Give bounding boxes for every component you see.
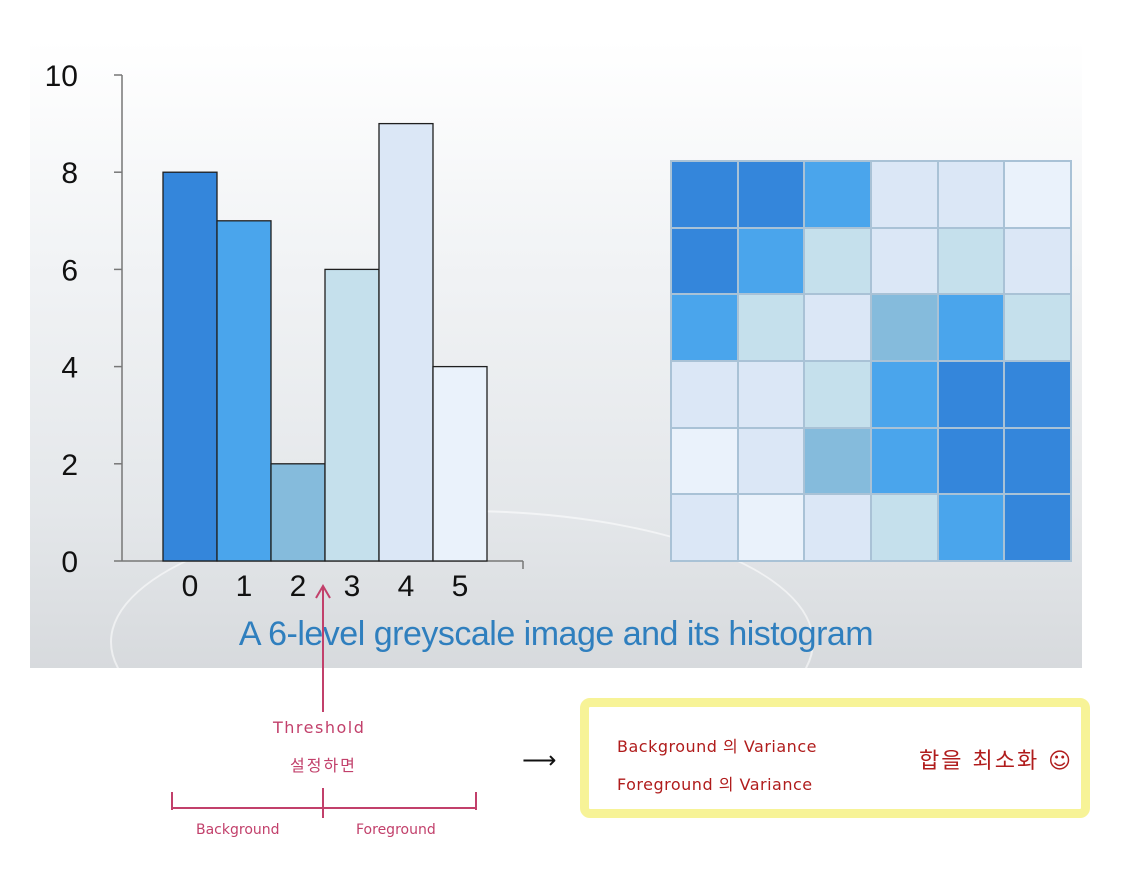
image-pixel-cell [1004,294,1071,361]
image-pixel-cell [870,494,938,561]
image-pixel-cell [737,161,805,228]
image-pixel-cell [1004,227,1071,295]
y-tick-label: 6 [61,254,78,287]
greyscale-image-grid [670,160,1072,562]
histogram-bar [432,365,488,562]
image-pixel-cell [671,360,738,428]
y-tick-label: 4 [61,352,78,385]
threshold-arrow-head [315,584,331,599]
image-pixel-cell [937,227,1005,295]
image-pixel-cell [870,360,938,428]
background-label: Background [196,822,280,838]
image-pixel-cell [937,494,1005,561]
note-foreground-variance: Foreground 의 Variance [617,775,813,794]
slide-panel: 0 2 4 6 8 10 0 1 2 3 4 5 A 6-level greyscale image… [30,40,1082,668]
histogram-bar [324,268,380,562]
histogram-bar [162,171,218,562]
x-tick-label: 2 [290,570,307,600]
histogram-bar [216,220,272,562]
image-pixel-cell [1004,427,1071,495]
image-pixel-cell [804,427,871,495]
image-pixel-cell [737,294,805,361]
image-pixel-cell [937,161,1005,228]
variance-note-box: Background 의 Variance Foreground 의 Varia… [580,698,1090,818]
image-pixel-cell [870,427,938,495]
image-pixel-cell [671,161,738,228]
image-pixel-cell [804,360,871,428]
x-tick-label: 1 [236,570,253,600]
image-pixel-cell [804,494,871,561]
image-pixel-cell [870,161,938,228]
note-background-variance: Background 의 Variance [617,737,817,756]
image-pixel-cell [737,360,805,428]
x-tick-label: 0 [182,570,199,600]
y-tick-label: 8 [61,157,78,190]
image-pixel-cell [804,227,871,295]
x-tick-label: 4 [398,570,415,600]
image-pixel-cell [1004,360,1071,428]
image-pixel-cell [1004,494,1071,561]
histogram-bar [270,463,326,562]
image-pixel-cell [937,294,1005,361]
image-pixel-cell [870,294,938,361]
image-pixel-cell [937,360,1005,428]
x-tick-label: 5 [452,570,469,600]
histogram-chart: 0 2 4 6 8 10 0 1 2 3 4 5 [45,60,524,600]
y-tick-label: 10 [45,60,78,93]
image-pixel-cell [737,227,805,295]
image-pixel-cell [671,294,738,361]
y-tick-label: 2 [61,449,78,482]
image-pixel-cell [937,427,1005,495]
threshold-label: Threshold [273,718,366,737]
image-pixel-cell [737,494,805,561]
image-pixel-cell [737,427,805,495]
image-pixel-cell [804,161,871,228]
threshold-sub-label: 설정하면 [290,756,357,775]
image-pixel-cell [671,494,738,561]
foreground-label: Foreground [356,822,436,838]
image-pixel-cell [671,227,738,295]
histogram-bar [378,122,434,562]
image-pixel-cell [804,294,871,361]
y-tick-label: 0 [61,546,78,579]
right-arrow-icon: ⟶ [522,746,557,774]
image-pixel-cell [671,427,738,495]
note-minimize-sum: 합을 최소화 ☺ [919,749,1074,774]
chart-caption: A 6-level greyscale image and its histog… [238,615,874,653]
image-pixel-cell [1004,161,1071,228]
x-tick-label: 3 [344,570,361,600]
image-pixel-cell [870,227,938,295]
